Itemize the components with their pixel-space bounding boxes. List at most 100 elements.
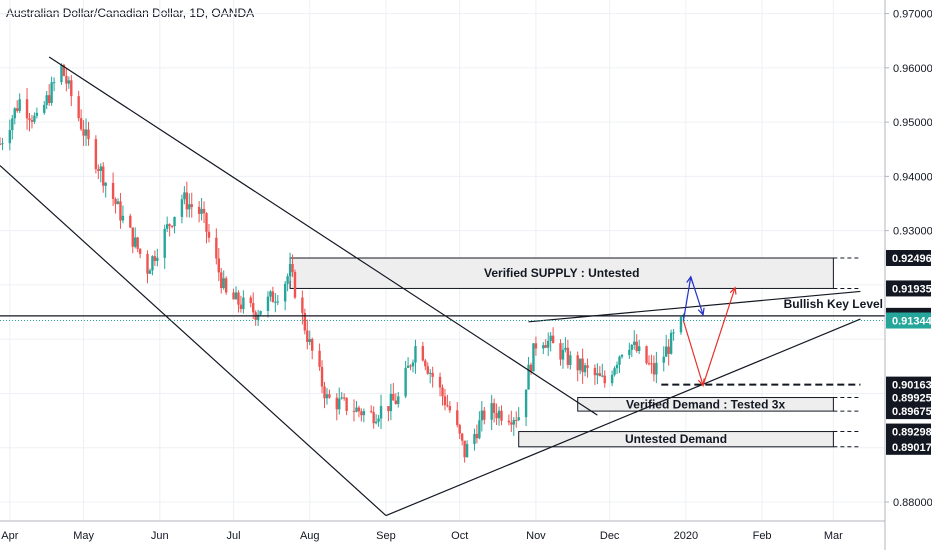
candle <box>156 248 159 267</box>
price-label-bg <box>886 312 931 329</box>
candle-body <box>424 360 427 367</box>
candle <box>217 247 220 282</box>
candle-body <box>148 270 152 274</box>
candle-body <box>492 403 496 414</box>
candle <box>340 392 343 400</box>
candle-body <box>662 356 665 363</box>
candle <box>138 248 142 259</box>
candle-body <box>441 387 444 397</box>
candle <box>478 411 481 440</box>
candle <box>202 201 206 224</box>
candle-body <box>473 433 476 445</box>
candle-body <box>446 405 449 407</box>
candle <box>0 137 2 146</box>
candle-body <box>224 278 228 293</box>
price-label-bg <box>886 376 931 393</box>
candle <box>65 67 68 92</box>
candle <box>163 224 166 269</box>
time-tick-label: Apr <box>1 530 18 542</box>
candle-body <box>136 237 139 249</box>
verified-demand-zone-label: Verified Demand : Tested 3x <box>626 397 785 411</box>
candle <box>593 364 597 385</box>
candle-body <box>190 204 193 208</box>
candle <box>301 290 304 325</box>
candle-body <box>30 120 34 122</box>
candle <box>345 397 348 416</box>
candle-body <box>490 403 493 420</box>
candle <box>446 394 449 408</box>
candle-body <box>188 204 191 210</box>
candle-body <box>328 394 331 398</box>
candle <box>274 293 277 313</box>
candle-body <box>667 346 670 354</box>
candle <box>542 342 545 355</box>
candle-body <box>392 393 395 401</box>
candle <box>87 121 90 146</box>
candle <box>534 336 538 356</box>
candle <box>655 351 658 384</box>
candle-body <box>116 201 120 205</box>
candle-body <box>62 64 66 76</box>
candle <box>266 291 270 318</box>
candle-body <box>426 366 429 374</box>
candle-body <box>340 397 343 399</box>
candle-body <box>271 291 275 303</box>
candle <box>205 212 208 244</box>
candle-body <box>119 201 122 221</box>
candle <box>342 393 346 401</box>
candle <box>148 268 152 274</box>
candle-body <box>180 199 184 217</box>
candle <box>510 410 513 433</box>
candle-body <box>239 304 243 309</box>
candle <box>232 288 235 300</box>
candle-body <box>215 237 218 259</box>
candle <box>338 387 341 415</box>
candle <box>288 252 292 281</box>
candle-body <box>431 372 434 377</box>
red-projection-path-arrowhead <box>729 286 737 295</box>
candle <box>165 216 169 233</box>
candle <box>379 394 383 429</box>
candle-body <box>335 397 338 410</box>
candle <box>517 407 520 422</box>
candle-body <box>266 296 270 311</box>
candle <box>116 198 120 205</box>
candle-body <box>404 367 407 397</box>
candle-body <box>274 301 277 303</box>
candle <box>185 181 189 218</box>
candle <box>566 339 570 369</box>
candle <box>411 359 415 373</box>
candle <box>426 362 429 375</box>
candle-body <box>111 182 115 199</box>
candle <box>94 135 98 174</box>
candle-body <box>84 129 88 136</box>
price-tick-label: 0.96000 <box>893 63 932 75</box>
candle <box>473 428 476 451</box>
candle-body <box>411 362 415 367</box>
candle <box>421 341 425 362</box>
candle-body <box>665 346 668 357</box>
candle-body <box>165 224 169 229</box>
candle-body <box>205 213 208 232</box>
candle <box>35 107 39 119</box>
candle <box>180 194 184 224</box>
candle <box>104 181 107 198</box>
candle-body <box>13 108 16 119</box>
candle-body <box>596 373 599 376</box>
candle <box>667 338 670 366</box>
candle-body <box>269 291 272 297</box>
candle <box>60 63 63 85</box>
price-tick-label: 0.88000 <box>893 497 932 509</box>
candle-body <box>0 143 2 145</box>
candle-body <box>593 367 597 376</box>
candle <box>547 332 550 357</box>
candle <box>52 77 56 92</box>
candle <box>283 281 287 311</box>
candle-body <box>456 410 459 426</box>
candle-body <box>495 413 498 419</box>
candle-body <box>99 166 102 171</box>
candle-body <box>18 99 21 111</box>
candle <box>532 343 535 372</box>
candle-body <box>77 96 80 119</box>
